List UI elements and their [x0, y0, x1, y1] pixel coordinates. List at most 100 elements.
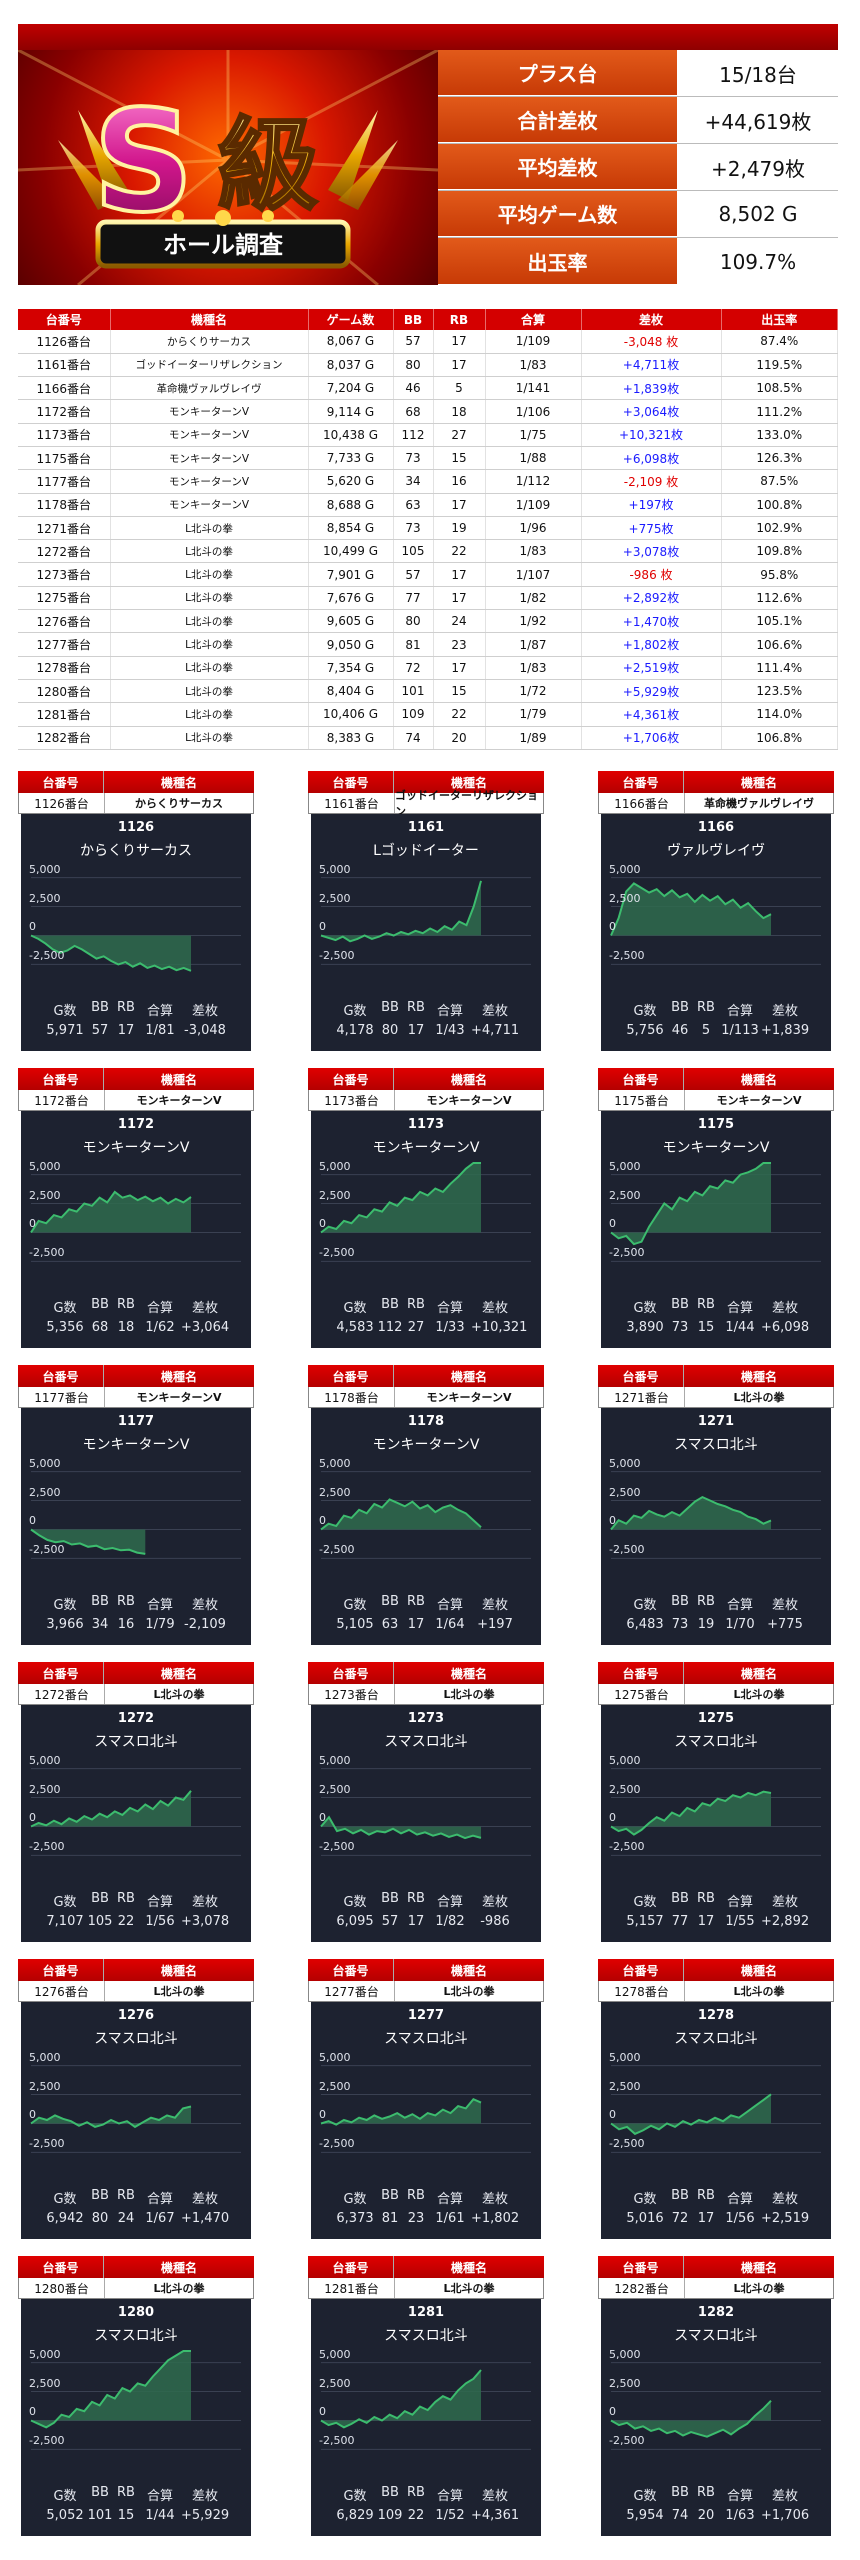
table-cell: 1175番台	[18, 446, 111, 471]
stats-block: G数 BB RB 合算 差枚 6,373 81 23 1/61 +1,802	[313, 2188, 539, 2226]
machine-chart-card: 台番号 機種名 1277番台 L北斗の拳 1277 スマスロ北斗 G数 BB RB 合算 差枚 6,3…	[308, 1959, 544, 2239]
stat-value: 72	[671, 2211, 689, 2226]
stat-label: 合算	[146, 1598, 173, 1613]
y-tick-label: -2,500	[609, 1840, 645, 1854]
stat-value: 1/61	[435, 2211, 465, 2226]
table-cell: 1275番台	[18, 586, 111, 611]
line-chart	[30, 1174, 241, 1262]
machine-model: L北斗の拳	[733, 2282, 785, 2295]
stat-label: 合算	[146, 2192, 173, 2207]
stat-value: 1/33	[435, 1320, 465, 1335]
card-info-row: 1281番台 L北斗の拳	[308, 2278, 544, 2299]
table-cell: 133.0%	[721, 423, 838, 447]
stat-value: -3,048	[184, 1023, 226, 1038]
y-tick-label: -2,500	[609, 2137, 645, 2151]
stats-block: G数 BB RB 合算 差枚 7,107 105 22 1/56 +3,078	[23, 1891, 249, 1929]
chart-title: 1177	[117, 1414, 155, 1429]
stat-label: 合算	[726, 1004, 753, 1019]
table-cell: +3,078枚	[581, 539, 722, 564]
y-tick-label: 0	[319, 1217, 326, 1231]
y-tick-label: 0	[319, 920, 326, 934]
card-info-row: 1280番台 L北斗の拳	[18, 2278, 254, 2299]
chart-subtitle: Lゴッドイーター	[373, 843, 479, 859]
chart-subtitle: ヴァルヴレイヴ	[667, 843, 765, 859]
stat-value: 1/79	[145, 1617, 175, 1632]
series-line	[30, 1190, 192, 1234]
stat-label: G数	[633, 1598, 657, 1613]
table-cell: 9,114 G	[308, 399, 394, 424]
y-tick-label: 0	[609, 1811, 616, 1825]
table-cell: 1276番台	[18, 609, 111, 634]
stat-label: 合算	[146, 1004, 173, 1019]
table-cell: +2,519枚	[581, 656, 722, 680]
card-header-name-label: 機種名	[160, 1369, 197, 1384]
summary-label: 平均ゲーム数	[438, 191, 678, 237]
machine-number: 1126番台	[19, 793, 105, 813]
table-cell: 77	[393, 586, 434, 611]
table-cell: 1/83	[485, 656, 582, 680]
stat-label: 差枚	[771, 1301, 798, 1316]
stat-label: G数	[633, 1004, 657, 1019]
table-cell: 24	[433, 609, 486, 634]
table-row: 1173番台 モンキーターンV 10,438 G 112 27 1/75 +10,321枚 1…	[18, 423, 838, 447]
line-chart	[610, 2362, 821, 2450]
table-cell: 8,688 G	[308, 493, 394, 517]
table-cell: 100.8%	[721, 493, 838, 517]
card-header: 台番号 機種名	[308, 1959, 544, 1981]
y-tick-label: 5,000	[29, 1753, 61, 1767]
y-tick-label: -2,500	[319, 2137, 355, 2151]
table-cell: ゴッドイーターリザレクション	[110, 353, 309, 378]
stat-value: +3,064	[181, 1320, 230, 1335]
table-cell: L北斗の拳	[110, 609, 309, 634]
card-header-no-label: 台番号	[598, 1662, 684, 1684]
table-cell: L北斗の拳	[110, 539, 309, 564]
summary-value: 8,502 G	[678, 191, 838, 237]
stat-value: 77	[671, 1914, 689, 1929]
column-header: 合算	[485, 309, 582, 330]
machine-number: 1275番台	[599, 1684, 685, 1704]
table-cell: L北斗の拳	[110, 679, 309, 704]
y-tick-label: 5,000	[609, 862, 641, 876]
table-cell: +197枚	[581, 493, 722, 517]
card-header-no-label: 台番号	[18, 771, 104, 793]
machine-number: 1278番台	[599, 1981, 685, 2001]
card-header-no-label: 台番号	[18, 1365, 104, 1387]
table-cell: 63	[393, 493, 434, 517]
stat-label: RB	[697, 1891, 715, 1906]
card-header: 台番号 機種名	[18, 1959, 254, 1981]
y-tick-label: 5,000	[29, 1159, 61, 1173]
series-line	[30, 2350, 191, 2429]
chart-subtitle: スマスロ北斗	[674, 2328, 758, 2344]
stat-label: BB	[381, 1297, 399, 1312]
machine-chart-card: 台番号 機種名 1271番台 L北斗の拳 1271 スマスロ北斗 G数 BB RB 合算 差枚 6,4…	[598, 1365, 834, 1645]
card-header-name-label: 機種名	[740, 775, 777, 790]
stat-value: 57	[91, 1023, 109, 1038]
stat-value: +6,098	[761, 1320, 810, 1335]
stat-value: 6,095	[336, 1914, 374, 1929]
stat-label: G数	[53, 2192, 77, 2207]
series-line	[610, 2400, 772, 2438]
table-cell: 126.3%	[721, 446, 838, 471]
chart-title: 1172	[117, 1117, 155, 1132]
chart-panel: 1173 モンキーターンV G数 BB RB 合算 差枚 4,583 112 27 1/33 +10,…	[311, 1111, 541, 1348]
stat-value: 22	[407, 2508, 425, 2523]
table-row: 1178番台 モンキーターンV 8,688 G 63 17 1/109 +197枚 100.8…	[18, 493, 838, 517]
stat-value: 1/56	[145, 1914, 175, 1929]
machine-number: 1173番台	[309, 1090, 395, 1110]
chart-title: 1271	[697, 1414, 735, 1429]
stat-value: 22	[117, 1914, 135, 1929]
y-tick-label: -2,500	[319, 949, 355, 963]
table-cell: 8,404 G	[308, 679, 394, 704]
machine-model: L北斗の拳	[153, 2282, 205, 2295]
card-header-name-label: 機種名	[450, 2260, 487, 2275]
table-cell: 95.8%	[721, 562, 838, 587]
stats-block: G数 BB RB 合算 差枚 5,971 57 17 1/81 -3,048	[23, 1000, 249, 1038]
stat-value: +5,929	[181, 2508, 230, 2523]
table-cell: +4,361枚	[581, 702, 722, 727]
table-cell: 1/83	[485, 353, 582, 378]
table-cell: 1281番台	[18, 702, 111, 727]
stat-label: 差枚	[191, 2489, 218, 2504]
card-header: 台番号 機種名	[308, 1068, 544, 1090]
chart-title: 1280	[117, 2305, 155, 2320]
line-chart	[30, 2350, 241, 2450]
